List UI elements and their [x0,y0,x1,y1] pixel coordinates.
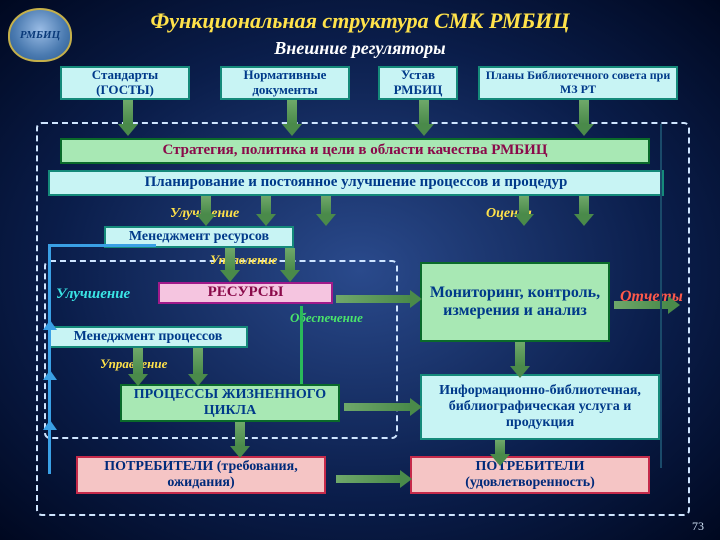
slide-subtitle: Внешние регуляторы [0,38,720,59]
feedback-line [48,244,156,247]
slide-title: Функциональная структура СМК РМБИЦ [0,8,720,34]
box-lifecycle: ПРОЦЕССЫ ЖИЗНЕННОГО ЦИКЛА [120,384,340,422]
feedback-line-dark [660,124,662,468]
box-consumers_sat: ПОТРЕБИТЕЛИ (удовлетворенность) [410,456,650,494]
arrow-down [280,248,300,282]
arrow-right [344,398,422,416]
arrow-down [128,348,148,386]
regulator-box: Нормативные документы [220,66,350,100]
box-consumers_req: ПОТРЕБИТЕЛИ (требования, ожидания) [76,456,326,494]
box-services: Информационно-библиотечная, библиографич… [420,374,660,440]
arrow-down [414,100,434,136]
arrow-down [282,100,302,136]
slide: РМБИЦ Функциональная структура СМК РМБИЦ… [0,0,720,540]
regulator-box: Стандарты (ГОСТЫ) [60,66,190,100]
page-number: 73 [692,519,704,534]
arrow-right [336,290,422,308]
feedback-arrow-icon [43,320,57,330]
arrow-down [510,342,530,378]
regulator-box: Планы Библиотечного совета при МЗ РТ [478,66,678,100]
arrow-down [118,100,138,136]
feedback-arrow-icon [43,370,57,380]
arrow-down [574,196,594,226]
arrow-down [514,196,534,226]
arrow-down [256,196,276,226]
support-line [300,306,303,384]
feedback-line [48,244,51,474]
label-improve2: Улучшение [56,286,130,303]
arrow-right [614,296,680,314]
regulator-box: Устав РМБИЦ [378,66,458,100]
arrow-right [336,470,412,488]
planning-box: Планирование и постоянное улучшение проц… [48,170,664,196]
box-monitoring: Мониторинг, контроль, измерения и анализ [420,262,610,342]
arrow-down [230,422,250,458]
arrow-down [220,248,240,282]
arrow-down [574,100,594,136]
arrow-down [316,196,336,226]
strategy-box: Стратегия, политика и цели в области кач… [60,138,650,164]
arrow-down [490,440,510,466]
box-mgmt_proc: Менеджмент процессов [48,326,248,348]
box-resources: РЕСУРСЫ [158,282,333,304]
arrow-down [196,196,216,226]
feedback-arrow-icon [43,420,57,430]
arrow-down [188,348,208,386]
